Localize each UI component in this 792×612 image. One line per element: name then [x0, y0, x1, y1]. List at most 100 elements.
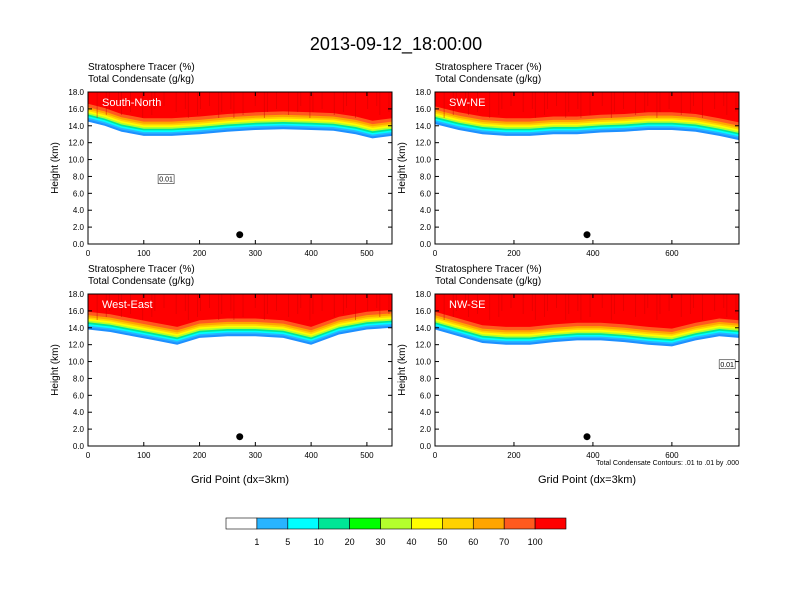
y-tick-label: 14.0: [68, 122, 84, 131]
colorbar-label: 10: [314, 537, 324, 547]
location-marker: [583, 433, 591, 441]
y-tick-label: 18.0: [415, 290, 431, 299]
x-tick-label: 200: [507, 451, 521, 460]
y-tick-label: 8.0: [73, 172, 85, 181]
y-tick-label: 10.0: [68, 156, 84, 165]
panel-frame: [87, 91, 393, 245]
y-tick-label: 6.0: [420, 391, 432, 400]
panel-title-line2: Total Condensate (g/kg): [88, 74, 194, 85]
panel-frame: [434, 293, 740, 447]
x-tick-label: 0: [433, 249, 438, 258]
colorbar-box-11: [534, 517, 567, 530]
x-tick-label: 600: [665, 451, 679, 460]
y-tick-label: 4.0: [73, 408, 85, 417]
y-tick-label: 6.0: [73, 189, 85, 198]
y-tick-label: 2.0: [420, 223, 432, 232]
panel-frame: [434, 91, 740, 245]
panel-title-line2: Total Condensate (g/kg): [435, 74, 541, 85]
panel-title-line2: Total Condensate (g/kg): [88, 276, 194, 287]
colorbar-label: 5: [285, 537, 290, 547]
colorbar-box-3: [287, 517, 320, 530]
location-marker: [236, 231, 244, 239]
colorbar-label: 30: [376, 537, 386, 547]
y-tick-label: 8.0: [420, 172, 432, 181]
contour-label-box: [157, 174, 175, 184]
y-tick-label: 0.0: [420, 442, 432, 451]
colorbar-label: 100: [528, 537, 543, 547]
colorbar-box-1: [225, 517, 258, 530]
tracer-field: [435, 294, 739, 347]
contour-label: 0.01: [159, 177, 173, 184]
y-axis-label: Height (km): [397, 142, 408, 194]
tracer-field: [88, 294, 392, 345]
x-tick-label: 0: [433, 451, 438, 460]
y-tick-label: 16.0: [68, 105, 84, 114]
x-axis-label: Grid Point (dx=3km): [538, 474, 636, 486]
panel-label: SW-NE: [449, 97, 485, 109]
panel-west-east: West-East Stratosphere Tracer (%)Total Co…: [50, 264, 393, 486]
y-axis-label: Height (km): [397, 344, 408, 396]
y-tick-label: 2.0: [73, 425, 85, 434]
panel-sw-ne: SW-NE Stratosphere Tracer (%)Total Conden…: [397, 62, 740, 258]
panel-label: NW-SE: [449, 299, 485, 311]
colorbar-label: 50: [437, 537, 447, 547]
colorbar: 1 5 10 20 30 40 50 60 70 100: [225, 517, 567, 547]
panel-title-line1: Stratosphere Tracer (%): [88, 62, 195, 73]
x-tick-label: 500: [360, 249, 374, 258]
y-tick-label: 4.0: [73, 206, 85, 215]
y-tick-label: 10.0: [415, 358, 431, 367]
x-tick-label: 400: [586, 451, 600, 460]
y-tick-label: 6.0: [420, 189, 432, 198]
y-tick-label: 0.0: [73, 240, 85, 249]
x-tick-label: 300: [249, 249, 263, 258]
y-tick-label: 14.0: [415, 122, 431, 131]
y-tick-label: 6.0: [73, 391, 85, 400]
y-axis-label: Height (km): [50, 344, 61, 396]
tracer-field: [88, 92, 392, 139]
y-tick-label: 16.0: [415, 105, 431, 114]
colorbar-label: 40: [406, 537, 416, 547]
panel-label: South-North: [102, 97, 161, 109]
x-tick-label: 400: [586, 249, 600, 258]
x-tick-label: 200: [507, 249, 521, 258]
colorbar-label: 20: [345, 537, 355, 547]
y-tick-label: 12.0: [415, 341, 431, 350]
y-tick-label: 18.0: [415, 88, 431, 97]
panel-title-line2: Total Condensate (g/kg): [435, 276, 541, 287]
x-tick-label: 300: [249, 451, 263, 460]
colorbar-label: 70: [499, 537, 509, 547]
panel-title-line1: Stratosphere Tracer (%): [435, 62, 542, 73]
y-tick-label: 18.0: [68, 290, 84, 299]
y-tick-label: 16.0: [68, 307, 84, 316]
colorbar-box-8: [442, 517, 474, 530]
y-tick-label: 10.0: [68, 358, 84, 367]
colorbar-label: 1: [254, 537, 259, 547]
figure-title: 2013-09-12_18:00:00: [310, 34, 482, 55]
y-tick-label: 8.0: [73, 374, 85, 383]
colorbar-box-6: [380, 517, 412, 530]
contour-label: 0.01: [720, 362, 734, 369]
y-tick-label: 2.0: [420, 425, 432, 434]
x-tick-label: 200: [193, 451, 207, 460]
y-tick-label: 2.0: [73, 223, 85, 232]
x-tick-label: 0: [86, 451, 91, 460]
y-tick-label: 12.0: [415, 139, 431, 148]
panel-label: West-East: [102, 299, 153, 311]
y-tick-label: 12.0: [68, 341, 84, 350]
colorbar-box-5: [349, 517, 381, 530]
y-tick-label: 18.0: [68, 88, 84, 97]
y-tick-label: 8.0: [420, 374, 432, 383]
panel-south-north: South-North Stratosphere Tracer (%)Total …: [50, 62, 393, 258]
x-tick-label: 100: [137, 249, 151, 258]
x-tick-label: 0: [86, 249, 91, 258]
y-axis-label: Height (km): [50, 142, 61, 194]
y-tick-label: 12.0: [68, 139, 84, 148]
panel-frame: [87, 293, 393, 447]
y-tick-label: 14.0: [68, 324, 84, 333]
colorbar-label: 60: [468, 537, 478, 547]
contour-footnote: Total Condensate Contours: .01 to .01 by…: [596, 460, 739, 467]
colorbar-box-10: [503, 517, 536, 530]
